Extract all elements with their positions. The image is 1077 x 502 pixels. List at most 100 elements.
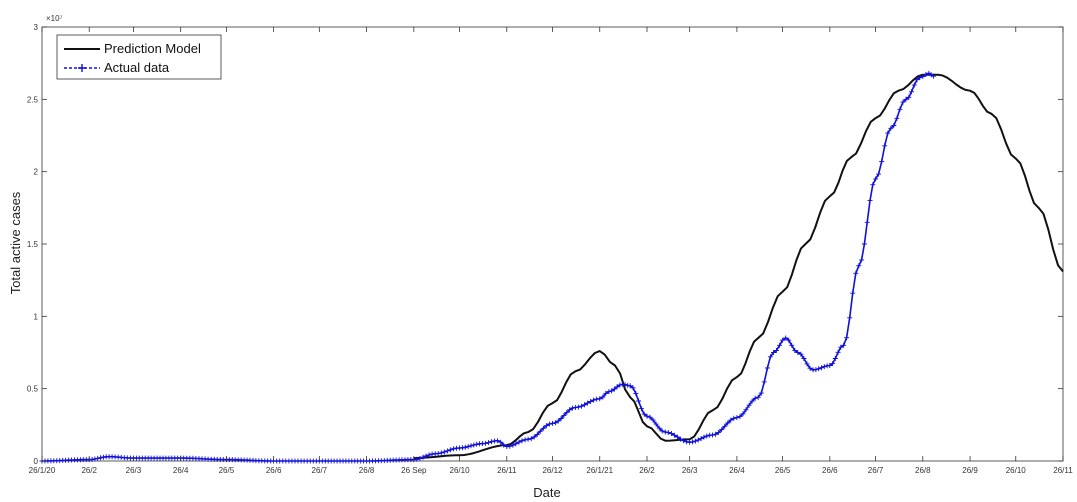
data-point-actual-data (636, 398, 642, 404)
data-point-actual-data (861, 241, 867, 247)
data-point-actual-data (656, 425, 662, 431)
data-point-actual-data (564, 409, 570, 415)
data-point-actual-data (638, 406, 644, 412)
data-point-actual-data (923, 71, 929, 77)
legend-box (56, 34, 222, 80)
data-point-actual-data (414, 456, 420, 462)
x-tick-label: 26/2 (639, 466, 655, 475)
data-point-actual-data (882, 143, 888, 149)
data-point-actual-data (847, 315, 853, 321)
y-tick-label: 0.5 (27, 385, 39, 394)
data-point-actual-data (900, 99, 906, 105)
x-tick-label: 26/2 (81, 466, 97, 475)
data-point-actual-data (692, 438, 698, 444)
data-point-actual-data (821, 364, 827, 370)
data-point-actual-data (903, 96, 909, 102)
data-point-actual-data (722, 423, 728, 429)
data-point-actual-data (737, 414, 743, 420)
data-point-actual-data (795, 350, 801, 355)
data-point-actual-data (444, 448, 450, 454)
data-point-actual-data (832, 356, 838, 361)
data-point-actual-data (597, 396, 603, 402)
data-point-actual-data (95, 455, 101, 461)
data-point-actual-data (489, 439, 494, 445)
data-point-actual-data (531, 434, 537, 440)
data-point-actual-data (561, 412, 567, 418)
data-point-actual-data (547, 421, 552, 427)
data-point-actual-data (420, 454, 426, 460)
data-point-actual-data (841, 342, 847, 348)
data-point-actual-data (465, 444, 471, 450)
data-point-actual-data (582, 402, 587, 408)
data-point-actual-data (468, 443, 474, 449)
x-tick-label: 26/11 (1053, 466, 1073, 475)
data-point-actual-data (659, 428, 665, 434)
data-point-actual-data (567, 407, 573, 413)
data-point-actual-data (675, 434, 680, 440)
data-point-actual-data (501, 442, 507, 448)
data-point-actual-data (698, 436, 704, 442)
data-point-actual-data (462, 444, 468, 450)
data-point-actual-data (734, 415, 740, 421)
x-tick-label: 26/7 (312, 466, 328, 475)
data-point-actual-data (552, 420, 558, 426)
x-tick-label: 26/8 (915, 466, 931, 475)
data-point-actual-data (786, 337, 792, 343)
data-point-actual-data (761, 379, 767, 385)
data-point-actual-data (746, 402, 752, 408)
y-tick-label: 2.5 (27, 95, 39, 104)
data-point-actual-data (885, 130, 891, 136)
data-point-actual-data (558, 416, 564, 421)
data-point-actual-data (534, 431, 540, 437)
data-point-actual-data (650, 417, 656, 423)
axes-layer: 26/1/20 26/2 26/3 26/4 26/5 26/6 26/7 26/8 26 Se… (27, 23, 1073, 475)
data-point-actual-data (570, 405, 575, 411)
data-point-actual-data (98, 455, 104, 461)
data-point-actual-data (665, 430, 671, 435)
data-point-actual-data (537, 428, 543, 434)
y-tick-label: 2 (34, 168, 39, 177)
data-point-actual-data (728, 417, 734, 423)
data-point-actual-data (816, 366, 822, 372)
data-point-actual-data (516, 439, 522, 445)
data-point-actual-data (671, 432, 677, 438)
data-point-actual-data (743, 407, 749, 413)
data-point-actual-data (844, 335, 850, 341)
data-point-actual-data (801, 356, 807, 361)
data-point-actual-data (591, 397, 597, 403)
data-point-actual-data (507, 443, 513, 449)
data-point-actual-data (417, 456, 423, 461)
data-point-actual-data (755, 394, 761, 400)
data-point-actual-data (668, 431, 674, 436)
data-point-actual-data (450, 446, 456, 452)
data-point-actual-data (859, 257, 865, 263)
data-point-actual-data (731, 415, 737, 421)
y-tick-label: 3 (34, 23, 39, 32)
data-point-actual-data (681, 438, 687, 444)
data-point-actual-data (879, 158, 885, 164)
data-point-actual-data (603, 390, 609, 396)
data-point-actual-data (447, 447, 453, 453)
data-point-actual-data (498, 439, 504, 445)
x-tick-label: 26/7 (868, 466, 884, 475)
x-tick-label: 26/9 (962, 466, 978, 475)
data-point-actual-data (630, 385, 636, 391)
x-tick-label: 26/5 (775, 466, 791, 475)
data-point-actual-data (627, 383, 633, 389)
legend-label-actual: Actual data (104, 60, 170, 75)
data-point-actual-data (600, 394, 606, 400)
data-point-actual-data (579, 403, 584, 409)
data-point-actual-data (914, 77, 920, 83)
data-point-actual-data (438, 450, 444, 456)
data-point-actual-data (780, 337, 786, 343)
data-point-actual-data (482, 440, 488, 446)
data-point-actual-data (867, 198, 873, 204)
data-point-actual-data (585, 400, 590, 406)
data-point-actual-data (856, 263, 862, 269)
data-point-actual-data (850, 290, 856, 296)
data-point-actual-data (513, 441, 519, 447)
data-point-actual-data (888, 125, 894, 131)
data-point-actual-data (525, 436, 531, 442)
